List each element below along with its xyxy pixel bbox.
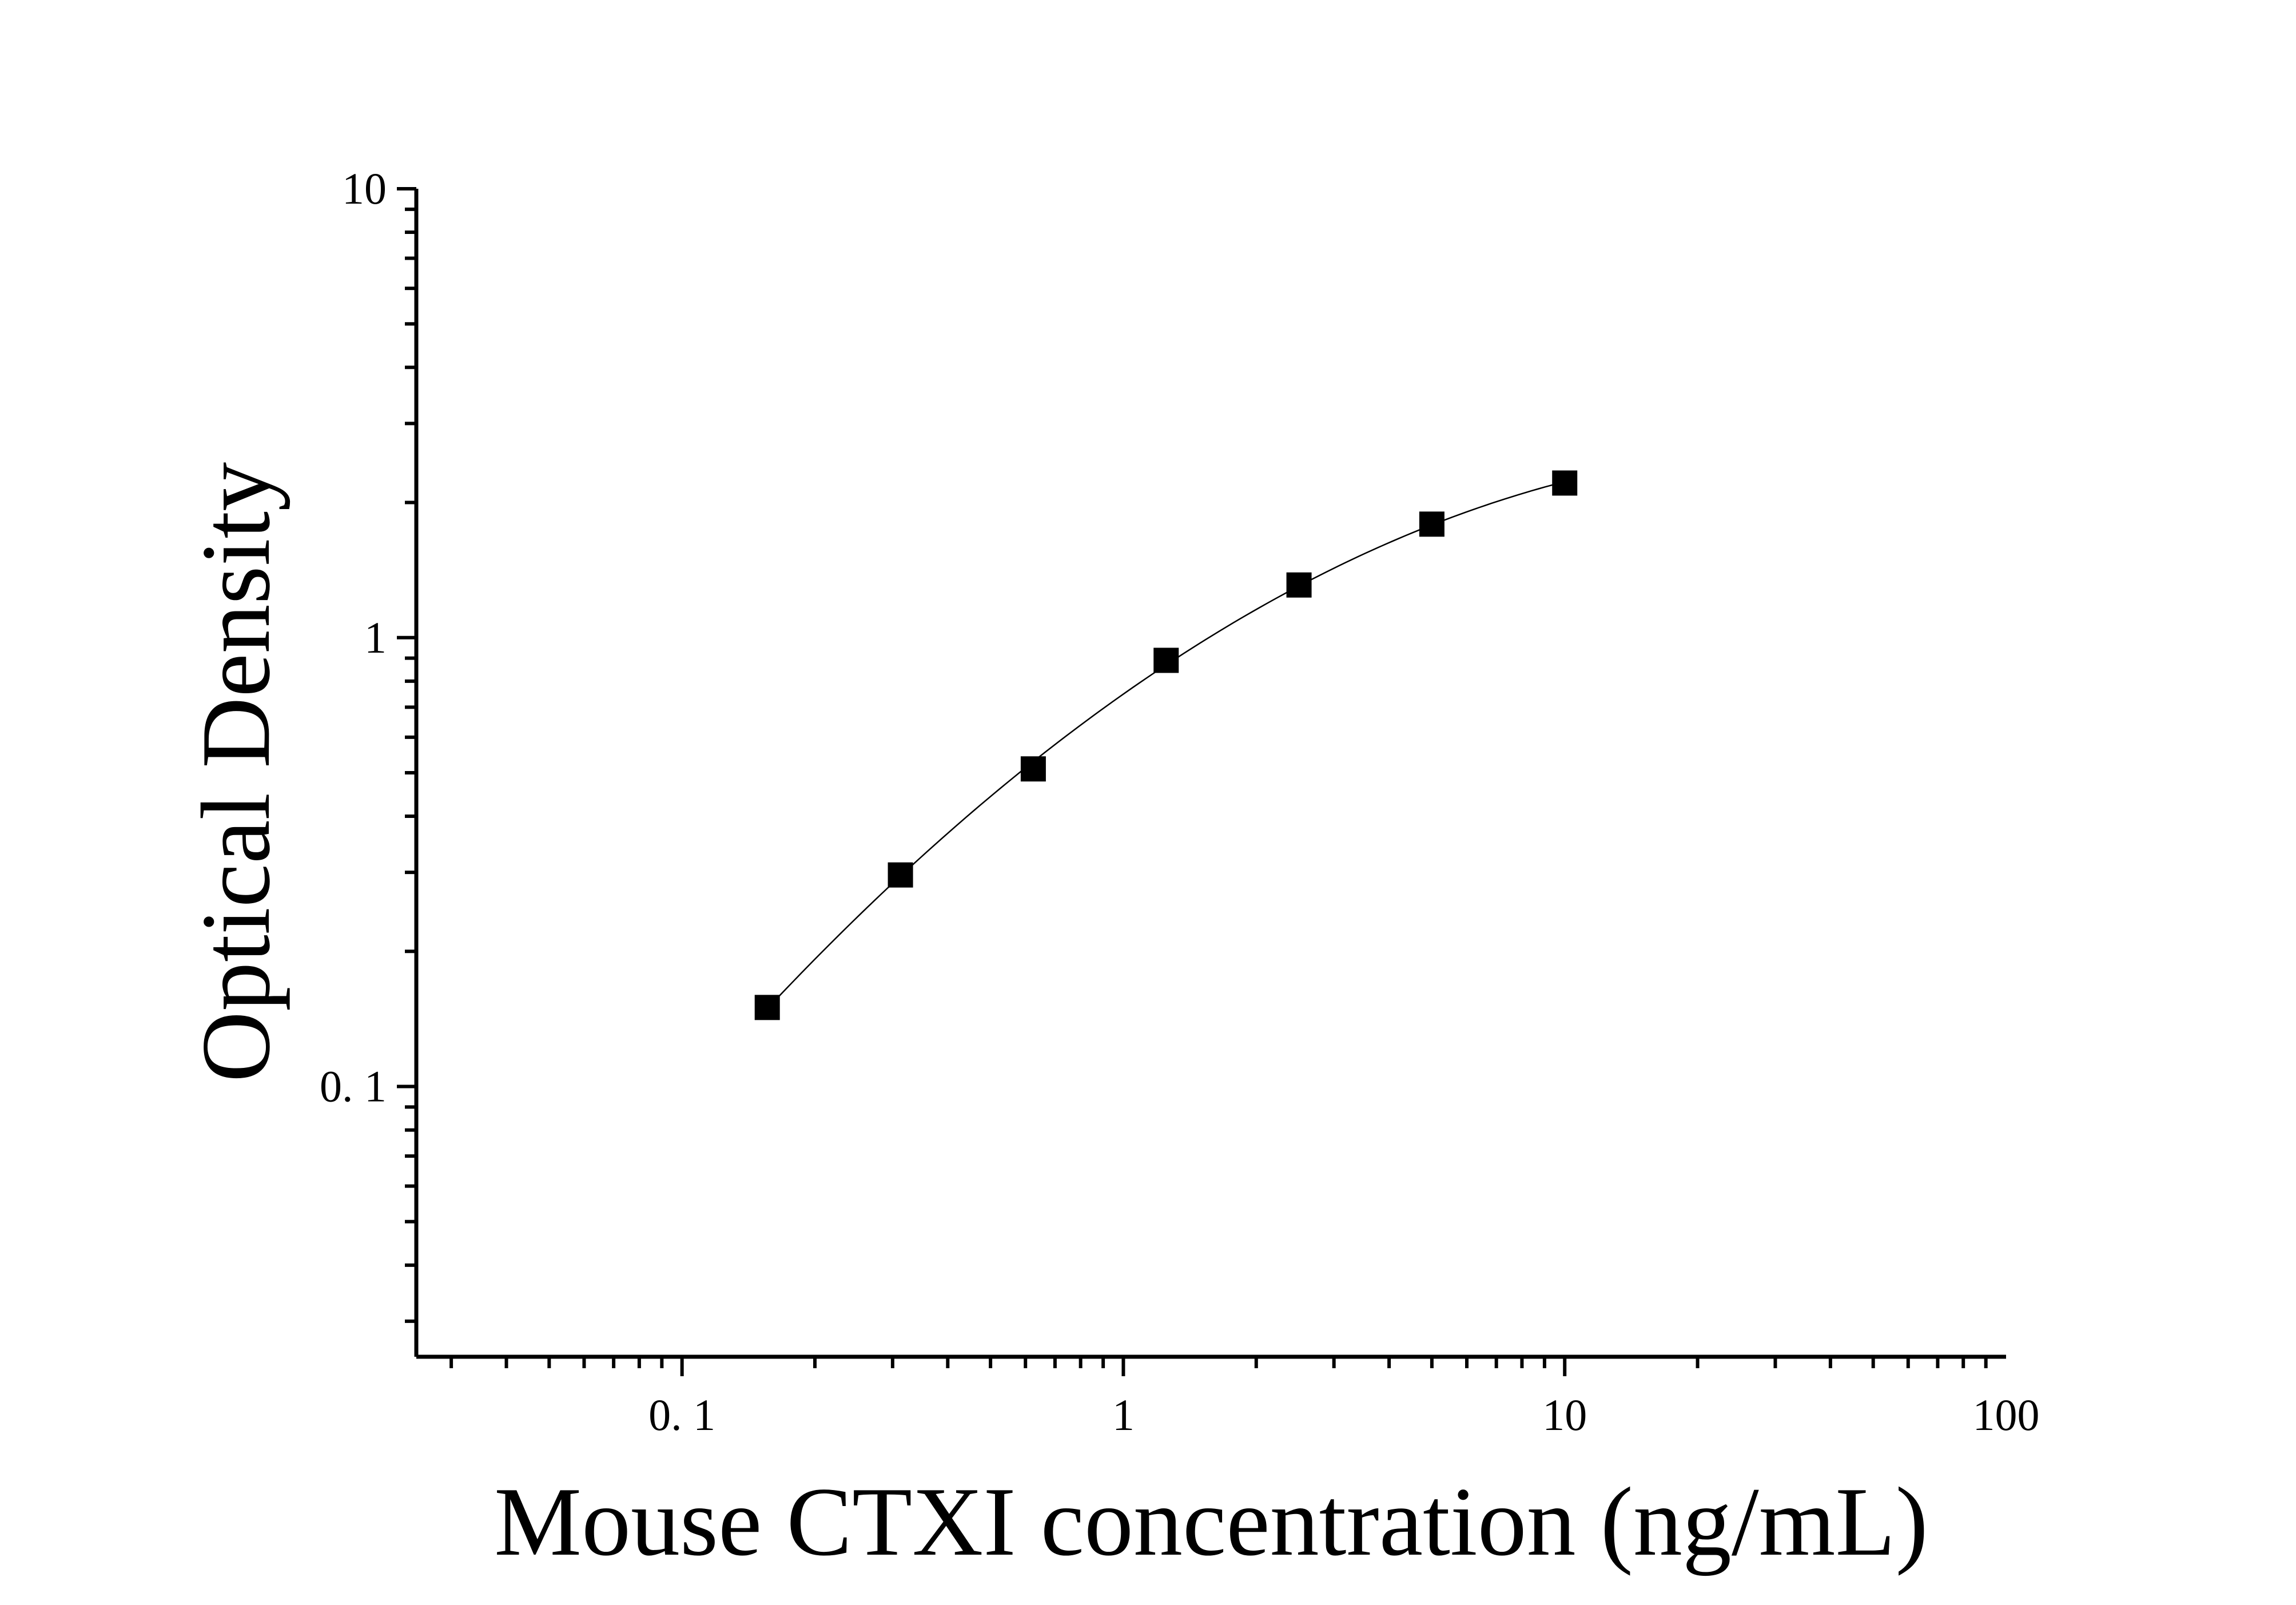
x-tick-label: 100	[1973, 1390, 2040, 1440]
data-point	[1020, 756, 1046, 782]
axes	[414, 189, 2006, 1359]
ticks	[397, 187, 1988, 1376]
x-tick-label: 10	[1542, 1390, 1587, 1440]
y-tick-label: 1	[364, 613, 387, 662]
data-point	[1153, 647, 1179, 673]
y-tick-label: 10	[342, 164, 387, 213]
y-axis-title: Optical Density	[182, 462, 291, 1082]
x-tick-label: 1	[1112, 1390, 1135, 1440]
data-points	[754, 470, 1578, 1020]
data-point	[888, 862, 913, 888]
data-point	[1286, 572, 1312, 598]
data-point	[1419, 511, 1445, 537]
x-axis-title: Mouse CTXI concentration (ng/mL)	[494, 1468, 1928, 1576]
tick-labels: 0. 1 1 10 100 0. 1 1 10	[320, 164, 2040, 1440]
data-point	[1552, 470, 1578, 496]
y-tick-label: 0. 1	[320, 1062, 387, 1111]
x-tick-label: 0. 1	[648, 1390, 715, 1440]
fit-curve	[766, 480, 1565, 1010]
data-point	[754, 995, 780, 1020]
